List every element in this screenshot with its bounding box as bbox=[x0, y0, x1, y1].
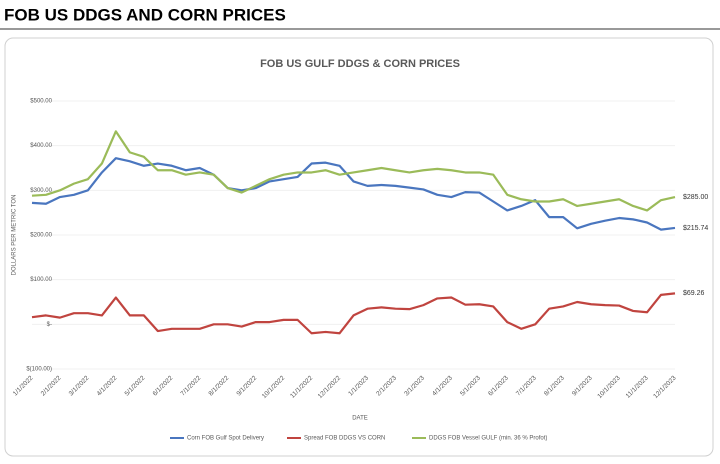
x-tick-label: 7/1/2022 bbox=[180, 374, 203, 397]
page-title: FOB US DDGS AND CORN PRICES bbox=[4, 5, 286, 24]
y-tick-label: $400.00 bbox=[30, 143, 52, 149]
x-tick-label: 2/1/2023 bbox=[375, 374, 398, 397]
x-tick-label: 9/1/2022 bbox=[235, 374, 258, 397]
legend-label: DDGS FOB Vessel GULF (min. 36 % Profot) bbox=[429, 436, 547, 442]
x-axis-label: DATE bbox=[352, 416, 368, 422]
end-value-label: $69.26 bbox=[683, 290, 705, 297]
x-tick-label: 9/1/2023 bbox=[571, 374, 594, 397]
x-tick-label: 8/1/2023 bbox=[543, 374, 566, 397]
x-tick-label: 6/1/2023 bbox=[487, 374, 510, 397]
x-tick-label: 3/1/2023 bbox=[403, 374, 426, 397]
end-value-label: $215.74 bbox=[683, 225, 708, 232]
x-tick-label: 4/1/2022 bbox=[96, 374, 119, 397]
y-tick-label: $300.00 bbox=[30, 188, 52, 194]
x-tick-label: 4/1/2023 bbox=[431, 374, 454, 397]
x-tick-label: 12/1/2023 bbox=[652, 374, 678, 400]
chart-title: FOB US GULF DDGS & CORN PRICES bbox=[260, 58, 460, 70]
x-tick-label: 10/1/2022 bbox=[261, 374, 287, 400]
y-tick-label: $(100.00) bbox=[26, 367, 52, 373]
y-tick-label: $- bbox=[47, 322, 52, 328]
x-tick-label: 2/1/2022 bbox=[40, 374, 63, 397]
y-tick-label: $500.00 bbox=[30, 99, 52, 105]
end-value-label: $285.00 bbox=[683, 194, 708, 201]
x-tick-label: 11/1/2022 bbox=[289, 374, 314, 399]
x-tick-label: 11/1/2023 bbox=[625, 374, 650, 399]
y-tick-label: $100.00 bbox=[30, 277, 52, 283]
x-tick-label: 5/1/2023 bbox=[459, 374, 482, 397]
x-tick-label: 10/1/2023 bbox=[596, 374, 622, 400]
series-line bbox=[31, 130, 676, 212]
legend-label: Corn FOB Gulf Spot Delivery bbox=[187, 436, 264, 442]
x-tick-label: 1/1/2022 bbox=[12, 374, 35, 397]
x-tick-label: 3/1/2022 bbox=[68, 374, 91, 397]
x-tick-label: 12/1/2022 bbox=[317, 374, 343, 400]
x-tick-label: 5/1/2022 bbox=[124, 374, 147, 397]
x-tick-label: 6/1/2022 bbox=[152, 374, 175, 397]
series-line bbox=[31, 157, 676, 231]
legend-label: Spread FOB DDGS VS CORN bbox=[304, 436, 385, 442]
x-tick-label: 8/1/2022 bbox=[207, 374, 230, 397]
x-tick-label: 7/1/2023 bbox=[515, 374, 538, 397]
series-line bbox=[31, 292, 676, 335]
y-axis-label: DOLLARS PER METRIC TON bbox=[12, 195, 18, 276]
chart-frame bbox=[4, 37, 714, 457]
y-tick-label: $200.00 bbox=[30, 233, 52, 239]
x-tick-label: 1/1/2023 bbox=[347, 374, 370, 397]
